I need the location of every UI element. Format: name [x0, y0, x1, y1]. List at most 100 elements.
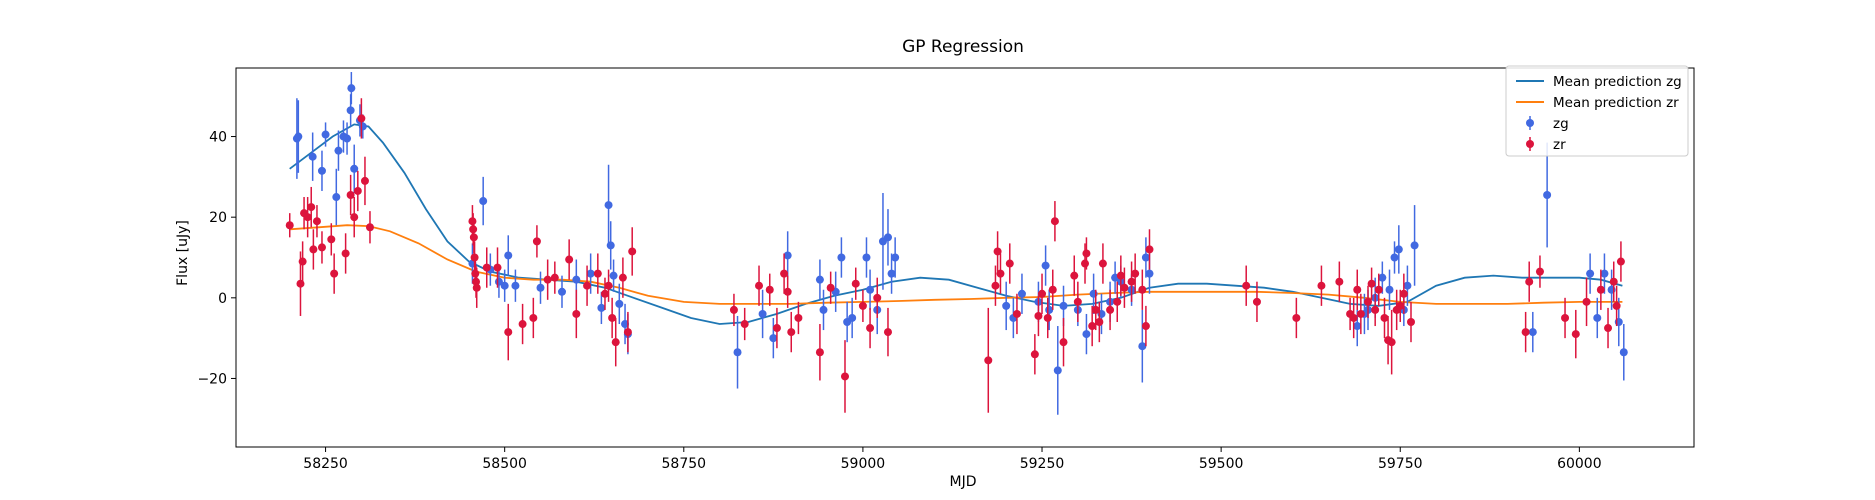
point-marker	[285, 221, 294, 230]
point-marker	[479, 197, 488, 206]
x-tick-label: 58500	[482, 456, 527, 472]
x-tick-label: 58750	[662, 456, 707, 472]
point-marker	[1609, 277, 1618, 286]
point-marker	[866, 324, 875, 333]
point-marker	[783, 287, 792, 296]
data-point-zr	[1582, 277, 1591, 327]
data-point-zr	[1145, 229, 1154, 270]
point-marker	[1380, 313, 1389, 322]
data-point-zr	[1571, 309, 1580, 359]
x-tick-label: 59500	[1199, 456, 1244, 472]
point-marker	[765, 285, 774, 294]
data-point-zr	[346, 174, 355, 216]
point-marker	[1394, 245, 1403, 254]
point-marker	[543, 275, 552, 284]
point-marker	[608, 313, 617, 322]
data-point-zr	[772, 307, 781, 349]
data-point-zg	[887, 253, 896, 294]
point-marker	[733, 348, 742, 357]
data-point-zr	[1353, 269, 1362, 310]
point-marker	[1141, 322, 1150, 331]
point-marker	[1141, 253, 1150, 262]
data-point-zg	[1053, 326, 1062, 415]
data-point-zg	[1138, 309, 1147, 383]
data-point-zr	[543, 259, 552, 300]
point-marker	[866, 285, 875, 294]
point-marker	[583, 281, 592, 290]
data-point-zg	[511, 269, 520, 302]
data-point-zr	[604, 269, 613, 302]
data-point-zr	[307, 186, 316, 228]
plot-area	[285, 72, 1628, 415]
data-point-zr	[1038, 273, 1047, 314]
point-marker	[848, 313, 857, 322]
point-marker	[303, 213, 312, 222]
point-marker	[621, 320, 630, 329]
data-point-zr	[493, 247, 502, 288]
legend-label: zg	[1553, 116, 1569, 132]
data-point-zr	[532, 225, 541, 258]
point-marker	[883, 328, 892, 337]
data-point-zg	[308, 132, 317, 181]
data-point-zg	[1600, 253, 1609, 294]
point-marker	[586, 269, 595, 278]
data-point-zr	[858, 289, 867, 323]
data-point-zg	[733, 315, 742, 389]
point-marker	[1048, 285, 1057, 294]
point-marker	[597, 303, 606, 312]
data-point-zr	[815, 324, 824, 381]
data-point-zr	[1349, 297, 1358, 339]
data-point-zr	[1138, 269, 1147, 310]
data-point-zg	[1586, 253, 1595, 294]
data-point-zr	[618, 257, 627, 298]
data-point-zr	[1088, 305, 1097, 347]
point-marker	[358, 122, 367, 131]
data-point-zr	[783, 275, 792, 308]
legend: Mean prediction zg Mean prediction zr zg zr	[1505, 65, 1689, 157]
point-marker	[1390, 253, 1399, 262]
data-point-zg	[479, 176, 488, 226]
data-point-zr	[1070, 255, 1079, 296]
point-marker	[482, 263, 491, 272]
point-marker	[1138, 285, 1147, 294]
y-tick-label: 0	[218, 291, 227, 307]
data-point-zr	[327, 223, 336, 256]
data-point-zr	[341, 233, 350, 274]
point-marker	[343, 134, 352, 143]
data-point-zg	[815, 259, 824, 300]
point-marker	[565, 255, 574, 264]
point-marker	[1353, 322, 1362, 331]
data-point-zr	[1525, 261, 1534, 302]
point-marker	[1131, 269, 1140, 278]
point-marker	[794, 313, 803, 322]
data-point-zr	[303, 197, 312, 238]
point-marker	[1586, 269, 1595, 278]
point-marker	[1138, 342, 1147, 351]
data-point-zr	[1616, 241, 1625, 282]
data-point-zr	[1113, 281, 1122, 323]
point-marker	[623, 328, 632, 337]
data-point-zr	[529, 297, 538, 339]
point-marker	[557, 287, 566, 296]
data-point-zr	[330, 253, 339, 294]
data-point-zr	[787, 311, 796, 353]
point-marker	[780, 269, 789, 278]
point-marker	[357, 114, 366, 123]
plot-marks	[285, 72, 1628, 415]
data-point-zr	[1131, 253, 1140, 294]
point-marker	[1612, 301, 1621, 310]
data-point-zr	[1059, 317, 1068, 367]
point-marker	[1113, 297, 1122, 306]
data-point-zg	[347, 72, 356, 105]
point-marker	[550, 273, 559, 282]
data-point-zr	[628, 227, 637, 276]
point-marker	[321, 130, 330, 139]
point-marker	[1593, 313, 1602, 322]
point-marker	[1145, 269, 1154, 278]
data-point-zr	[1095, 301, 1104, 343]
data-point-zr	[1335, 261, 1344, 302]
data-point-zr	[1356, 293, 1365, 335]
data-point-zr	[1073, 281, 1082, 323]
point-marker	[529, 313, 538, 322]
point-marker	[769, 334, 778, 343]
